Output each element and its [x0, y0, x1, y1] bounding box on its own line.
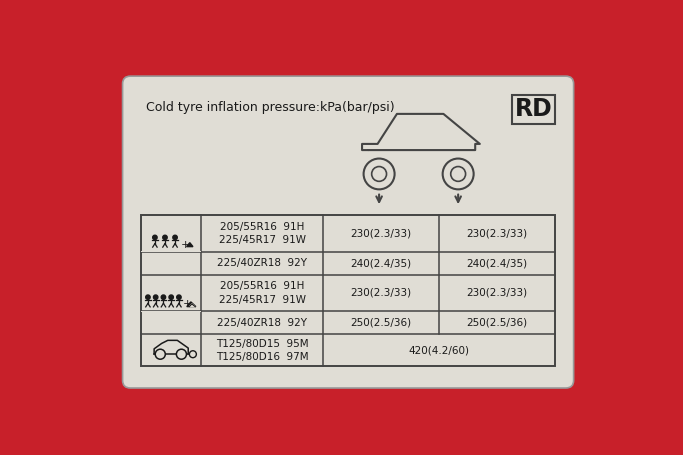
Text: 230(2.3/33): 230(2.3/33) [350, 228, 412, 238]
Text: 420(4.2/60): 420(4.2/60) [408, 345, 470, 355]
Bar [141, 251, 201, 252]
Circle shape [177, 295, 181, 299]
Circle shape [372, 167, 387, 182]
Text: 250(2.5/36): 250(2.5/36) [466, 318, 528, 328]
Circle shape [154, 295, 158, 299]
FancyBboxPatch shape [122, 76, 574, 388]
Circle shape [451, 167, 466, 182]
Text: 225/40ZR18  92Y: 225/40ZR18 92Y [217, 258, 307, 268]
Circle shape [176, 349, 186, 359]
Text: 230(2.3/33): 230(2.3/33) [466, 288, 528, 298]
Circle shape [153, 235, 157, 240]
Text: +: + [183, 299, 192, 309]
Text: T125/80D15  95M
T125/80D16  97M: T125/80D15 95M T125/80D16 97M [216, 339, 309, 362]
Text: 240(2.4/35): 240(2.4/35) [350, 258, 412, 268]
Text: 230(2.3/33): 230(2.3/33) [466, 228, 528, 238]
Circle shape [163, 235, 167, 240]
Circle shape [155, 349, 165, 359]
Bar [141, 311, 201, 312]
Text: 240(2.4/35): 240(2.4/35) [466, 258, 528, 268]
Text: 225/40ZR18  92Y: 225/40ZR18 92Y [217, 318, 307, 328]
Text: 205/55R16  91H
225/45R17  91W: 205/55R16 91H 225/45R17 91W [219, 281, 306, 304]
Polygon shape [186, 243, 193, 247]
Text: Cold tyre inflation pressure:kPa(bar/psi): Cold tyre inflation pressure:kPa(bar/psi… [146, 101, 395, 114]
Circle shape [443, 158, 473, 189]
Bar [512, 95, 555, 124]
Text: +: + [180, 240, 190, 250]
Circle shape [145, 295, 150, 299]
Polygon shape [189, 304, 195, 307]
Text: RD: RD [515, 97, 553, 121]
Text: 230(2.3/33): 230(2.3/33) [350, 288, 412, 298]
Circle shape [169, 295, 173, 299]
Polygon shape [186, 302, 196, 307]
Circle shape [161, 295, 166, 299]
Bar [141, 215, 555, 366]
Circle shape [173, 235, 178, 240]
Text: 205/55R16  91H
225/45R17  91W: 205/55R16 91H 225/45R17 91W [219, 222, 306, 245]
Text: 250(2.5/36): 250(2.5/36) [350, 318, 412, 328]
Circle shape [363, 158, 395, 189]
Circle shape [189, 351, 197, 358]
